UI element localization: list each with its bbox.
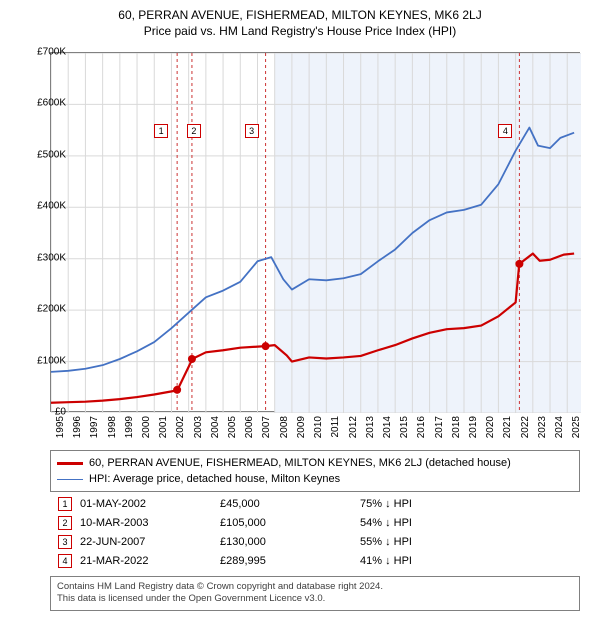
legend: 60, PERRAN AVENUE, FISHERMEAD, MILTON KE… xyxy=(50,450,580,492)
x-tick-label: 2000 xyxy=(141,416,152,446)
footer-line1: Contains HM Land Registry data © Crown c… xyxy=(57,581,573,593)
legend-label-property: 60, PERRAN AVENUE, FISHERMEAD, MILTON KE… xyxy=(89,457,511,469)
x-tick-label: 2025 xyxy=(571,416,582,446)
legend-swatch-property xyxy=(57,462,83,465)
table-row: 2 10-MAR-2003£105,00054% ↓ HPI xyxy=(50,513,580,532)
sale-flag: 2 xyxy=(187,124,201,138)
x-tick-label: 2008 xyxy=(279,416,290,446)
x-tick-label: 1997 xyxy=(89,416,100,446)
x-tick-label: 1998 xyxy=(107,416,118,446)
x-tick-label: 1996 xyxy=(72,416,83,446)
sale-flag-icon: 1 xyxy=(58,497,72,511)
legend-label-hpi: HPI: Average price, detached house, Milt… xyxy=(89,473,340,485)
x-tick-label: 2019 xyxy=(468,416,479,446)
sale-date: 22-JUN-2007 xyxy=(80,536,220,548)
sale-price: £105,000 xyxy=(220,517,360,529)
table-row: 3 22-JUN-2007£130,00055% ↓ HPI xyxy=(50,532,580,551)
title-block: 60, PERRAN AVENUE, FISHERMEAD, MILTON KE… xyxy=(0,0,600,38)
x-tick-label: 2009 xyxy=(296,416,307,446)
sale-flag-icon: 3 xyxy=(58,535,72,549)
y-tick-label: £400K xyxy=(26,201,66,212)
y-tick-label: £600K xyxy=(26,98,66,109)
y-tick-label: £700K xyxy=(26,47,66,58)
x-tick-label: 2011 xyxy=(330,416,341,446)
x-tick-label: 2007 xyxy=(261,416,272,446)
legend-swatch-hpi xyxy=(57,479,83,480)
chart-plot-area xyxy=(50,52,580,412)
x-tick-label: 2003 xyxy=(193,416,204,446)
y-tick-label: £100K xyxy=(26,355,66,366)
sale-flag: 1 xyxy=(154,124,168,138)
x-tick-label: 2002 xyxy=(175,416,186,446)
footer-line2: This data is licensed under the Open Gov… xyxy=(57,593,573,605)
sales-table: 1 01-MAY-2002£45,00075% ↓ HPI 2 10-MAR-2003… xyxy=(50,494,580,570)
sale-flag: 4 xyxy=(498,124,512,138)
y-tick-label: £500K xyxy=(26,149,66,160)
x-tick-label: 2017 xyxy=(434,416,445,446)
title-subtitle: Price paid vs. HM Land Registry's House … xyxy=(0,24,600,38)
x-tick-label: 2013 xyxy=(365,416,376,446)
sale-price: £289,995 xyxy=(220,555,360,567)
sale-vs-hpi: 41% ↓ HPI xyxy=(360,555,480,567)
x-tick-label: 2004 xyxy=(210,416,221,446)
sale-vs-hpi: 55% ↓ HPI xyxy=(360,536,480,548)
sale-flag-icon: 4 xyxy=(58,554,72,568)
legend-row: HPI: Average price, detached house, Milt… xyxy=(57,471,573,487)
y-tick-label: £300K xyxy=(26,252,66,263)
sale-price: £130,000 xyxy=(220,536,360,548)
sale-price: £45,000 xyxy=(220,498,360,510)
x-tick-label: 1999 xyxy=(124,416,135,446)
sale-date: 01-MAY-2002 xyxy=(80,498,220,510)
x-tick-label: 1995 xyxy=(55,416,66,446)
x-tick-label: 2023 xyxy=(537,416,548,446)
legend-row: 60, PERRAN AVENUE, FISHERMEAD, MILTON KE… xyxy=(57,455,573,471)
footer-attribution: Contains HM Land Registry data © Crown c… xyxy=(50,576,580,611)
chart-svg xyxy=(51,53,581,413)
y-tick-label: £200K xyxy=(26,304,66,315)
title-address: 60, PERRAN AVENUE, FISHERMEAD, MILTON KE… xyxy=(0,8,600,22)
x-tick-label: 2001 xyxy=(158,416,169,446)
x-tick-label: 2020 xyxy=(485,416,496,446)
x-tick-label: 2024 xyxy=(554,416,565,446)
x-tick-label: 2006 xyxy=(244,416,255,446)
sale-flag-icon: 2 xyxy=(58,516,72,530)
chart-container: 60, PERRAN AVENUE, FISHERMEAD, MILTON KE… xyxy=(0,0,600,620)
x-tick-label: 2014 xyxy=(382,416,393,446)
table-row: 4 21-MAR-2022£289,99541% ↓ HPI xyxy=(50,551,580,570)
sale-date: 21-MAR-2022 xyxy=(80,555,220,567)
x-tick-label: 2016 xyxy=(416,416,427,446)
table-row: 1 01-MAY-2002£45,00075% ↓ HPI xyxy=(50,494,580,513)
x-tick-label: 2018 xyxy=(451,416,462,446)
x-tick-label: 2012 xyxy=(348,416,359,446)
sale-flag: 3 xyxy=(245,124,259,138)
x-tick-label: 2005 xyxy=(227,416,238,446)
x-tick-label: 2015 xyxy=(399,416,410,446)
sale-vs-hpi: 54% ↓ HPI xyxy=(360,517,480,529)
x-tick-label: 2022 xyxy=(520,416,531,446)
x-tick-label: 2021 xyxy=(502,416,513,446)
x-tick-label: 2010 xyxy=(313,416,324,446)
sale-date: 10-MAR-2003 xyxy=(80,517,220,529)
sale-vs-hpi: 75% ↓ HPI xyxy=(360,498,480,510)
